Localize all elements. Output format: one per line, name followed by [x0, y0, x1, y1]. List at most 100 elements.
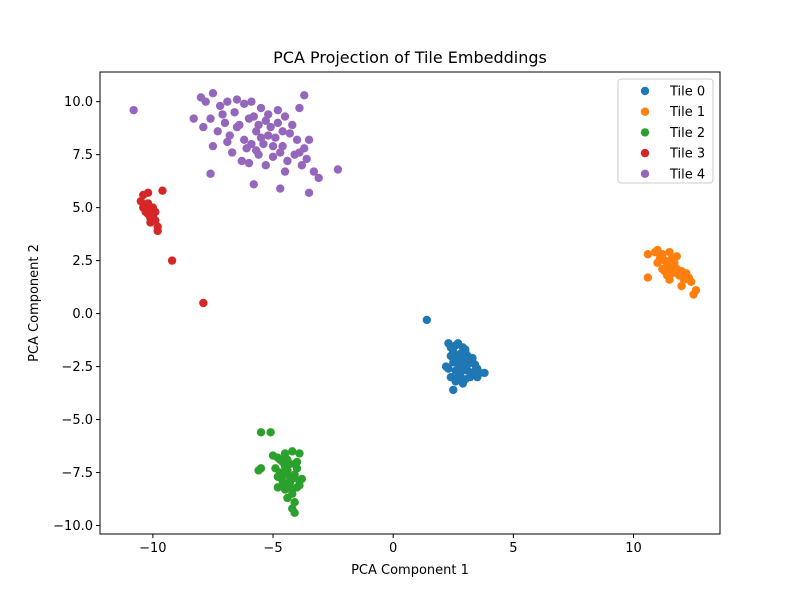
point-series-1-28 — [662, 271, 672, 280]
point-series-1-23 — [677, 281, 686, 291]
point-series-4-63 — [288, 120, 297, 130]
point-series-4-38 — [261, 161, 271, 170]
point-series-1-26 — [672, 252, 681, 261]
point-series-4-28 — [278, 141, 287, 151]
point-series-4-64 — [295, 148, 304, 157]
point-series-2-37 — [288, 485, 297, 494]
chart-title: PCA Projection of Tile Embeddings — [273, 48, 547, 67]
point-series-4-26 — [266, 122, 275, 132]
point-series-3-18 — [151, 207, 160, 217]
point-series-0-29 — [465, 372, 475, 382]
point-series-4-57 — [242, 144, 251, 153]
point-series-4-35 — [237, 156, 246, 166]
point-series-2-33 — [280, 481, 290, 490]
point-series-2-34 — [295, 476, 304, 486]
point-series-2-38 — [283, 455, 292, 465]
y-ticks: −10.0 −7.5 −5.0 −2.5 0.0 2.5 5.0 7.5 10.0 — [53, 95, 100, 534]
x-tick-label: −5 — [263, 541, 282, 556]
point-series-2-1 — [266, 428, 275, 437]
point-series-4-11 — [264, 110, 273, 119]
points-layer — [129, 88, 701, 518]
x-axis-label: PCA Component 1 — [351, 563, 469, 578]
legend-entries: Tile 0 Tile 1 Tile 2 Tile 3 Tile 4 — [640, 85, 705, 182]
point-series-1-25 — [653, 258, 662, 267]
point-series-2-26 — [290, 508, 299, 518]
point-series-2-32 — [285, 472, 295, 481]
point-series-4-16 — [199, 122, 208, 132]
point-series-4-5 — [215, 101, 225, 111]
point-series-4-68 — [278, 127, 287, 136]
point-series-4-4 — [208, 88, 218, 98]
point-series-4-33 — [208, 141, 218, 151]
point-series-4-51 — [304, 188, 314, 197]
x-ticks: −10 −5 0 5 10 — [139, 534, 642, 556]
point-series-4-41 — [283, 156, 292, 166]
point-series-0-33 — [449, 385, 458, 395]
y-tick-label: 7.5 — [72, 148, 93, 163]
point-series-2-23 — [283, 493, 292, 503]
y-tick-label: −7.5 — [61, 466, 93, 481]
point-series-0-35 — [463, 360, 472, 369]
y-tick-label: 2.5 — [72, 254, 93, 269]
point-series-2-11 — [254, 466, 263, 475]
point-series-3-17 — [143, 199, 153, 208]
point-series-4-56 — [273, 118, 283, 128]
point-series-2-6 — [295, 449, 304, 458]
point-series-4-62 — [261, 116, 271, 125]
point-series-4-61 — [249, 112, 258, 121]
legend-entry-label: Tile 4 — [669, 167, 705, 182]
point-series-4-18 — [213, 127, 222, 136]
point-series-3-19 — [146, 214, 155, 223]
point-series-4-24 — [252, 127, 261, 136]
point-series-4-12 — [273, 105, 283, 115]
point-series-0-14 — [468, 353, 477, 363]
point-series-4-65 — [223, 137, 232, 147]
point-series-2-5 — [288, 447, 297, 456]
point-series-4-29 — [285, 129, 295, 138]
y-tick-label: 10.0 — [64, 95, 93, 110]
point-series-1-29 — [670, 267, 679, 276]
axes-frame — [99, 71, 721, 535]
legend-marker — [640, 86, 650, 96]
point-series-2-36 — [273, 483, 283, 492]
x-tick-label: 5 — [509, 541, 517, 556]
legend-marker — [640, 148, 650, 158]
y-tick-label: −10.0 — [53, 519, 93, 534]
point-series-4-67 — [254, 120, 263, 130]
legend-entry-label: Tile 2 — [669, 126, 705, 141]
point-series-4-20 — [225, 131, 234, 140]
point-series-3-10 — [153, 226, 162, 236]
point-series-4-15 — [300, 91, 309, 100]
x-tick-label: 0 — [389, 541, 397, 556]
point-series-4-50 — [276, 184, 285, 193]
point-series-1-22 — [689, 290, 698, 299]
legend-entry-label: Tile 0 — [669, 85, 705, 100]
point-series-0-34 — [473, 372, 482, 382]
point-series-0-36 — [456, 364, 465, 373]
point-series-1-0 — [643, 250, 653, 259]
point-series-2-28 — [280, 461, 290, 471]
point-series-4-13 — [280, 112, 290, 121]
point-series-2-39 — [290, 459, 299, 469]
y-tick-label: −5.0 — [61, 413, 93, 428]
point-series-2-35 — [278, 470, 287, 479]
legend-entry-label: Tile 3 — [669, 147, 705, 162]
point-series-2-24 — [290, 498, 299, 507]
point-series-3-16 — [199, 298, 208, 308]
point-series-4-49 — [249, 180, 258, 189]
point-series-4-66 — [218, 110, 227, 119]
point-series-4-55 — [264, 131, 273, 140]
point-series-4-0 — [129, 105, 138, 115]
point-series-0-39 — [461, 345, 470, 354]
point-series-4-9 — [247, 97, 256, 106]
y-axis-label: PCA Component 2 — [27, 244, 42, 362]
point-series-4-39 — [268, 152, 278, 161]
point-series-4-48 — [206, 169, 215, 178]
point-series-3-15 — [167, 256, 177, 265]
point-series-4-47 — [333, 165, 343, 174]
point-series-4-40 — [276, 148, 285, 157]
point-series-4-59 — [268, 141, 278, 151]
point-series-4-32 — [304, 135, 314, 145]
point-series-0-26 — [480, 368, 489, 378]
